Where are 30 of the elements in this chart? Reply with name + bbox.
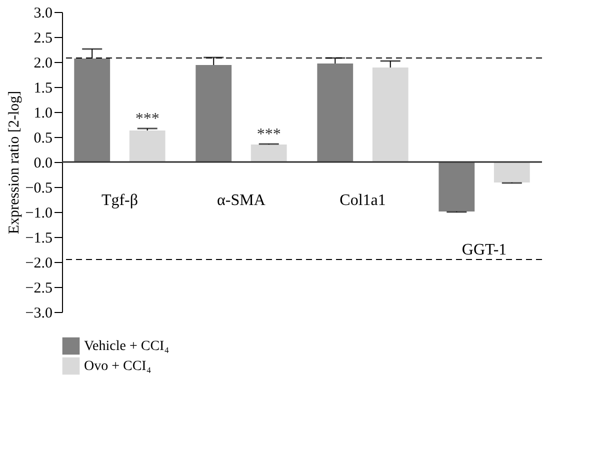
- y-tick-label: 0.5: [34, 130, 52, 146]
- bar: [74, 58, 110, 162]
- y-tick-label: 2.5: [34, 30, 52, 46]
- x-tick-label: Tgf-β: [101, 192, 138, 209]
- bar: [438, 162, 475, 212]
- legend-label: Ovo + CCI₄: [84, 359, 152, 374]
- bar: [317, 64, 354, 162]
- x-tick-label: GGT-1: [462, 242, 507, 258]
- bar: [372, 68, 408, 162]
- y-tick-label: 2.0: [34, 56, 52, 72]
- y-tick-label: 1.0: [34, 106, 52, 122]
- bar: [196, 65, 232, 162]
- y-tick-label: 3.0: [34, 6, 52, 22]
- y-tick-label: −0.5: [25, 180, 52, 196]
- y-axis-title: Expression ratio [2-log]: [6, 90, 22, 234]
- bar: [129, 130, 166, 162]
- x-tick-label: α-SMA: [217, 192, 266, 209]
- y-tick-label: 1.5: [34, 80, 52, 96]
- y-tick-label: −3.0: [25, 306, 52, 322]
- bar: [494, 162, 530, 182]
- y-tick-label: −1.0: [25, 206, 52, 222]
- y-tick-label: −2.0: [25, 256, 52, 272]
- annotation: ***: [135, 110, 160, 128]
- bar: [250, 144, 287, 162]
- annotation: ***: [256, 126, 281, 143]
- y-tick-label: 0.0: [34, 156, 52, 172]
- x-tick-label: Col1a1: [340, 192, 386, 209]
- y-tick-label: −1.5: [25, 230, 52, 246]
- legend-label: Vehicle + CCI₄: [84, 339, 170, 354]
- y-tick-label: −2.5: [25, 280, 52, 296]
